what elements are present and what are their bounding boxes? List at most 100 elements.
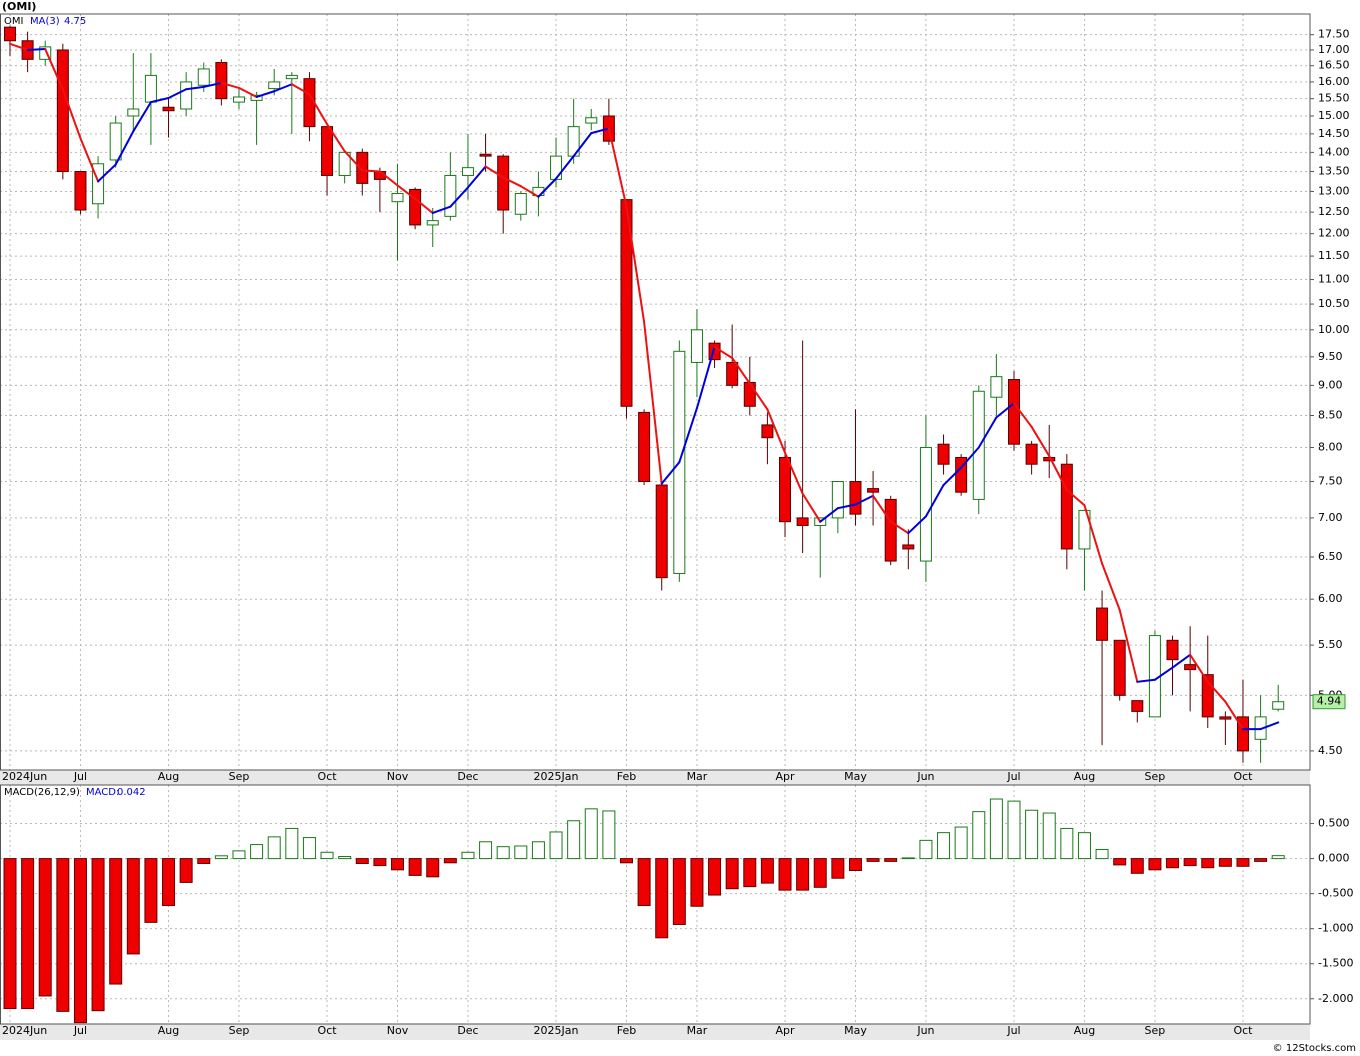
y-tick-label: 6.00 xyxy=(1318,592,1343,605)
ma-line xyxy=(960,446,980,469)
candle-body xyxy=(321,126,334,176)
macd-bar xyxy=(443,858,457,864)
candle-body xyxy=(1236,716,1249,752)
y-tick-label: 0.000 xyxy=(1318,852,1350,865)
candle-body xyxy=(268,81,281,90)
x-tick-label: Jul xyxy=(1006,770,1020,783)
macd-bar xyxy=(144,858,158,923)
macd-bar xyxy=(760,858,774,884)
ma-line xyxy=(378,170,399,187)
ma-line xyxy=(1224,700,1244,731)
y-tick-label: 12.00 xyxy=(1318,227,1350,240)
macd-bar xyxy=(73,858,87,1024)
macd-legend-label: MACD: xyxy=(86,787,119,798)
ma-line xyxy=(660,461,681,485)
macd-bar xyxy=(866,858,880,862)
candle-body xyxy=(162,106,175,112)
macd-bar xyxy=(162,858,176,907)
candle-body xyxy=(285,74,298,80)
y-tick-label: 16.50 xyxy=(1318,59,1350,72)
macd-bar xyxy=(901,857,915,860)
y-tick-label: -1.000 xyxy=(1318,922,1353,935)
y-tick-label: 10.50 xyxy=(1318,297,1350,310)
macd-bar xyxy=(1130,858,1144,874)
y-tick-label: 4.50 xyxy=(1318,744,1343,757)
ma-line xyxy=(343,150,364,172)
macd-bar xyxy=(408,858,422,876)
ma-line xyxy=(1065,489,1086,507)
candle-body xyxy=(690,329,703,363)
candle-body xyxy=(1184,664,1197,671)
macd-bar xyxy=(567,820,581,860)
macd-bar xyxy=(126,858,140,955)
macd-bar xyxy=(109,858,123,985)
x-tick-label: Apr xyxy=(776,1024,796,1037)
ma-line xyxy=(290,83,311,96)
macd-bar xyxy=(285,827,299,860)
ma-line xyxy=(872,494,892,523)
candle-body xyxy=(831,481,844,519)
x-tick-label: 2025Jan xyxy=(534,1024,579,1037)
ma-line xyxy=(801,492,822,523)
candle-body xyxy=(1219,716,1232,720)
macd-bar xyxy=(796,858,810,891)
macd-bar xyxy=(496,846,510,860)
ma-line xyxy=(854,494,875,506)
macd-bar xyxy=(1060,827,1074,860)
candle-body xyxy=(1131,700,1144,712)
x-tick-label: Feb xyxy=(617,1024,636,1037)
candle-body xyxy=(902,544,915,550)
macd-bar xyxy=(214,855,228,860)
macd-bar xyxy=(267,836,281,860)
x-tick-label: Oct xyxy=(1233,770,1253,783)
ma-line xyxy=(502,176,522,188)
y-tick-label: 13.50 xyxy=(1318,165,1350,178)
ma-line xyxy=(1171,653,1192,669)
y-tick-label: 7.50 xyxy=(1318,475,1343,488)
macd-bar xyxy=(637,858,651,907)
macd-bar xyxy=(1113,858,1127,866)
y-tick-label: 14.00 xyxy=(1318,145,1350,158)
macd-bar xyxy=(338,855,352,860)
candle-body xyxy=(849,481,862,515)
ma-line xyxy=(537,177,558,198)
candle-body xyxy=(990,376,1003,398)
ma-line xyxy=(1048,455,1068,492)
macd-bar xyxy=(813,858,827,888)
x-tick-label: Oct xyxy=(1233,1024,1253,1037)
ma-line xyxy=(466,165,487,189)
macd-bar xyxy=(954,826,968,860)
y-tick-label: 17.50 xyxy=(1318,28,1350,41)
macd-bar xyxy=(690,858,704,907)
macd-bar xyxy=(937,832,951,860)
ma-line xyxy=(255,90,276,98)
y-tick-label: 13.00 xyxy=(1318,184,1350,197)
macd-bar xyxy=(884,858,898,862)
ma-line xyxy=(907,515,927,535)
macd-bar xyxy=(919,839,933,860)
macd-bar xyxy=(461,851,475,860)
ma-line xyxy=(308,93,329,126)
ma-line xyxy=(889,520,910,535)
macd-bar xyxy=(672,858,686,925)
candle-body xyxy=(620,199,633,407)
ma-line xyxy=(555,155,575,180)
x-tick-label: Sep xyxy=(1145,1024,1166,1037)
candle-body xyxy=(56,49,69,173)
candle-body xyxy=(972,390,985,500)
ma-line xyxy=(167,88,188,100)
ma-line xyxy=(61,88,82,140)
ma-line xyxy=(396,184,417,200)
y-tick-label: 8.00 xyxy=(1318,440,1343,453)
macd-bar xyxy=(549,831,563,860)
panel-frame xyxy=(0,13,1311,771)
ma-line xyxy=(819,507,839,523)
x-tick-label: 2024Jun xyxy=(2,1024,47,1037)
candle-body xyxy=(1078,509,1091,550)
x-tick-label: Jul xyxy=(73,1024,87,1037)
candle-body xyxy=(585,117,598,124)
y-tick-label: 10.00 xyxy=(1318,323,1350,336)
macd-bar xyxy=(56,858,70,1012)
x-tick-label: 2024Jun xyxy=(2,770,47,783)
macd-bar xyxy=(602,810,616,860)
